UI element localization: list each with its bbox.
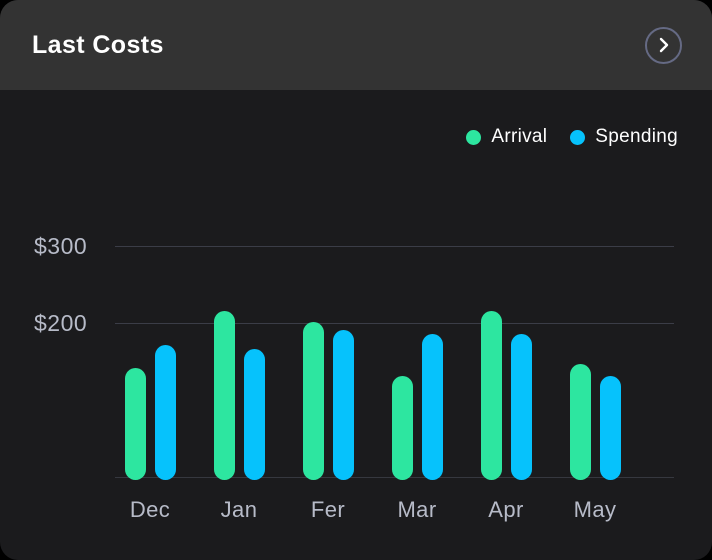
chart-legend: Arrival Spending [466, 126, 678, 148]
x-axis-label-mar: Mar [397, 497, 437, 522]
x-axis-line [115, 477, 674, 478]
x-axis-label-dec: Dec [129, 497, 171, 522]
bar-arrival-apr [481, 311, 502, 480]
x-axis-label-apr: Apr [488, 497, 524, 522]
bar-arrival-dec [125, 368, 146, 480]
chevron-right-icon [659, 37, 668, 53]
bar-arrival-may [570, 364, 591, 480]
bar-spending-mar [422, 334, 443, 480]
legend-item-arrival: Arrival [466, 126, 547, 148]
y-axis-label-200: $200 [34, 310, 88, 336]
bar-spending-may [600, 376, 621, 480]
card-title: Last Costs [32, 30, 164, 59]
legend-dot-arrival [466, 129, 482, 145]
x-axis-label-may: May [573, 497, 617, 522]
card-header: Last Costs [0, 0, 712, 90]
bar-spending-apr [511, 334, 532, 480]
bar-arrival-fer [303, 322, 324, 480]
bar-spending-dec [155, 345, 176, 480]
legend-item-spending: Spending [570, 126, 678, 148]
bar-spending-fer [333, 330, 354, 480]
bar-spending-jan [244, 349, 265, 480]
x-axis-label-fer: Fer [310, 497, 346, 522]
x-axis-label-jan: Jan [220, 497, 258, 522]
y-axis-label-300: $300 [34, 233, 88, 259]
expand-button[interactable] [645, 26, 682, 64]
gridline-200 [115, 323, 674, 324]
bar-arrival-jan [214, 311, 235, 480]
legend-dot-spending [570, 129, 586, 145]
legend-label: Spending [595, 126, 678, 147]
gridline-300 [115, 246, 674, 247]
legend-label: Arrival [491, 126, 548, 147]
bar-arrival-mar [392, 376, 413, 480]
